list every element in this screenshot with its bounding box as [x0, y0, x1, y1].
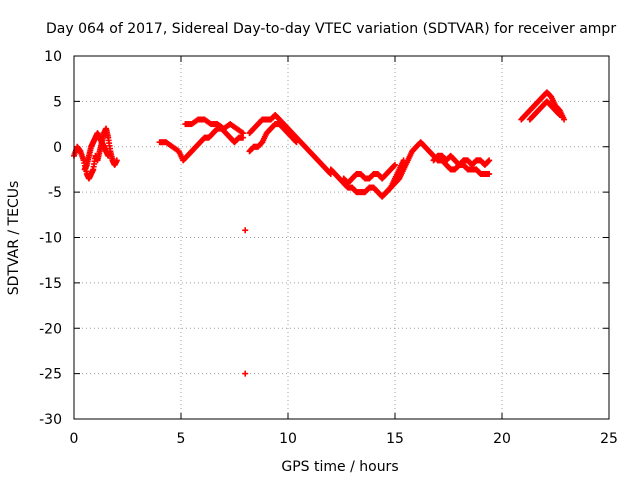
y-tick-label: 10: [44, 49, 62, 65]
data-point: [561, 116, 568, 123]
data-point: [485, 158, 492, 165]
chart-title: Day 064 of 2017, Sidereal Day-to-day VTE…: [46, 21, 616, 37]
y-tick-label: -10: [39, 231, 62, 247]
data-point: [242, 227, 249, 234]
data-points: [71, 89, 568, 377]
data-point: [292, 138, 299, 145]
x-tick-label: 20: [493, 431, 511, 447]
plot-frame: [73, 55, 610, 420]
data-point: [486, 170, 493, 177]
y-tick-label: 5: [53, 94, 62, 110]
data-point: [555, 111, 562, 118]
x-tick-label: 5: [177, 431, 186, 447]
data-point: [391, 162, 398, 169]
data-point: [392, 161, 398, 168]
x-tick-label: 0: [70, 431, 79, 447]
x-tick-label: 10: [279, 431, 297, 447]
data-point: [113, 157, 120, 164]
x-tick-label: 15: [386, 431, 404, 447]
y-tick-label: -25: [39, 367, 62, 383]
data-point: [240, 130, 247, 137]
axis-ticks: 0 5 10 15 20 25 10 5 0 -5 -10 -15 -20 -25 -30: [39, 49, 618, 447]
data-point: [242, 370, 249, 377]
y-tick-label: 0: [53, 140, 62, 156]
y-tick-label: -5: [48, 185, 62, 201]
data-point: [293, 139, 300, 146]
data-point: [486, 157, 493, 164]
data-point: [105, 152, 112, 159]
x-axis-label: GPS time / hours: [281, 459, 398, 475]
y-tick-label: -30: [39, 412, 62, 428]
y-tick-label: -15: [39, 276, 62, 292]
y-axis-label: SDTVAR / TECUs: [6, 181, 22, 296]
data-point: [556, 111, 563, 118]
y-tick-label: -20: [39, 321, 62, 337]
x-tick-label: 25: [600, 431, 618, 447]
grid: [74, 56, 609, 419]
